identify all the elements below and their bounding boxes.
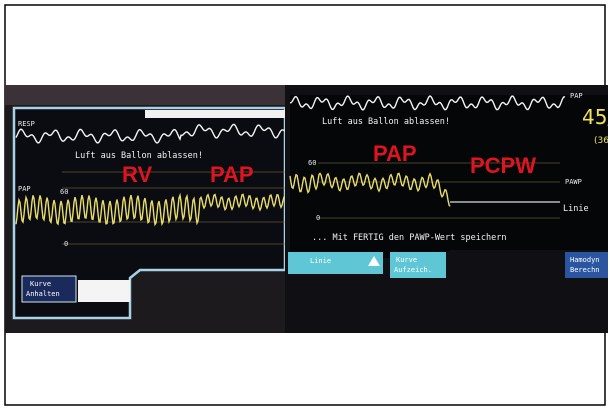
- button-label: Aufzeich.: [394, 266, 432, 274]
- message: Luft aus Ballon ablassen!: [75, 151, 203, 161]
- reading: 45/: [582, 105, 610, 129]
- button-label: Kurve: [396, 256, 417, 264]
- reading-sub: (36: [594, 136, 609, 146]
- scale-top: 60: [308, 159, 316, 167]
- right-photo: PAP 45/ (36 Luft aus Ballon ablassen! 60…: [285, 85, 610, 333]
- pap-label: PAP: [18, 185, 31, 193]
- annotation-rv: RV: [122, 162, 152, 187]
- instruction: ... Mit FERTIG den PAWP-Wert speichern: [312, 233, 506, 243]
- annotation-pap: PAP: [373, 141, 417, 166]
- resp-label: RESP: [18, 120, 35, 128]
- message: Luft aus Ballon ablassen!: [322, 117, 450, 127]
- pawp-label: PAWP: [565, 178, 582, 186]
- page: RESP Luft aus Ballon ablassen! PAP 60 0 …: [0, 0, 610, 410]
- annotation-pcpw: PCPW: [470, 153, 536, 178]
- left-photo: RESP Luft aus Ballon ablassen! PAP 60 0 …: [5, 85, 285, 333]
- button-label: Hamodyn: [570, 256, 600, 264]
- button-label: Berechn: [570, 266, 600, 274]
- line-label: Linie: [563, 204, 589, 214]
- button-label: Linie: [310, 257, 331, 265]
- annotation-pap: PAP: [210, 162, 254, 187]
- top-label: PAP: [570, 92, 583, 100]
- button-label: Kurve: [30, 280, 51, 288]
- scale-top: 60: [60, 188, 68, 196]
- button-label: Anhalten: [26, 290, 60, 298]
- scale-bottom: 0: [316, 214, 320, 222]
- scale-bottom: 0: [64, 240, 68, 248]
